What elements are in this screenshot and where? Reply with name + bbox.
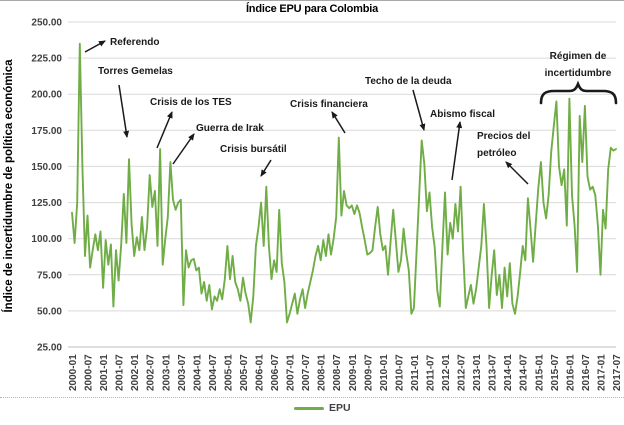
x-tick-label: 2002-01	[130, 354, 141, 391]
annotation-arrow	[172, 133, 195, 165]
x-tick-label: 2007-01	[286, 354, 297, 391]
x-tick-label: 2017-01	[597, 354, 608, 391]
x-tick-label: 2004-07	[208, 354, 219, 391]
x-tick-label: 2009-07	[363, 354, 374, 391]
x-tick-label: 2015-07	[550, 354, 561, 391]
annotations: Referendo Torres Gemelas Crisis de los TES…	[84, 37, 618, 185]
y-tick-labels: 250.00 225.00 200.00 175.00 150.00 125.00 100.…	[31, 18, 62, 354]
x-tick-label: 2015-01	[534, 354, 545, 391]
y-tick-label: 175.00	[31, 126, 62, 137]
annotation-label: Crisis financiera	[290, 99, 368, 110]
top-border-line	[0, 0, 624, 1]
annotation-label: Régimen de incertidumbre	[545, 51, 612, 79]
x-tick-label: 2013-01	[472, 354, 483, 391]
y-tick-label: 100.00	[31, 234, 62, 245]
legend-line-swatch	[294, 406, 324, 410]
x-tick-label: 2006-07	[270, 354, 281, 391]
x-tick-label: 2002-07	[146, 354, 157, 391]
x-tick-label: 2010-01	[379, 354, 390, 391]
x-tick-labels: 2000-01 2000-07 2001-01 2001-07 2002-01 2002-…	[68, 354, 623, 391]
x-tick-label: 2017-07	[612, 354, 623, 391]
x-tick-label: 2013-07	[488, 354, 499, 391]
x-tick-label: 2011-07	[426, 354, 437, 391]
chart-title: Índice EPU para Colombia	[245, 3, 379, 15]
x-tick-label: 2016-01	[565, 354, 576, 391]
x-tick-label: 2009-01	[348, 354, 359, 391]
x-tick-label: 2016-07	[581, 354, 592, 391]
x-tick-label: 2003-01	[161, 354, 172, 391]
annotation-label: Precios del petróleo	[477, 131, 531, 159]
x-tick-label: 2005-07	[239, 354, 250, 391]
annotation-arrow	[451, 121, 463, 181]
annotation-label: Abismo fiscal	[430, 109, 495, 120]
annotation-arrow	[84, 40, 106, 53]
legend: EPU	[294, 402, 351, 414]
annotation-label: Torres Gemelas	[98, 66, 173, 77]
bottom-border-line	[0, 397, 624, 398]
x-tick-label: 2011-01	[410, 354, 421, 391]
legend-label: EPU	[329, 402, 351, 414]
y-tick-label: 225.00	[31, 54, 62, 65]
annotation-label: Guerra de Irak	[196, 123, 264, 134]
x-tick-label: 2004-01	[192, 354, 203, 391]
uncertainty-regime-brace	[539, 80, 618, 105]
annotation-label: Referendo	[110, 37, 159, 48]
x-tick-label: 2008-01	[317, 354, 328, 391]
y-tick-label: 50.00	[37, 306, 62, 317]
annotation-arrow	[505, 161, 529, 185]
x-tick-label: 2001-01	[99, 354, 110, 391]
y-tick-label: 75.00	[37, 270, 62, 281]
annotation-arrow	[412, 89, 426, 131]
x-tick-label: 2005-01	[223, 354, 234, 391]
annotation-label: Crisis bursátil	[220, 144, 287, 155]
y-tick-label: 25.00	[37, 343, 62, 354]
epu-series-line	[71, 42, 617, 324]
annotation-arrow	[118, 84, 130, 138]
x-tick-label: 2012-01	[441, 354, 452, 391]
x-tick-label: 2014-07	[519, 354, 530, 391]
x-tick-label: 2001-07	[115, 354, 126, 391]
x-tick-label: 2000-07	[84, 354, 95, 391]
x-tick-label: 2012-07	[457, 354, 468, 391]
annotation-arrow	[260, 159, 272, 177]
annotation-label: Crisis de los TES	[150, 97, 232, 108]
x-tick-label: 2008-07	[332, 354, 343, 391]
annotation-arrow	[331, 111, 346, 134]
x-tick-label: 2003-07	[177, 354, 188, 391]
y-tick-label: 150.00	[31, 162, 62, 173]
annotation-label: Techo de la deuda	[365, 76, 452, 87]
x-tick-label: 2000-01	[68, 354, 79, 391]
x-tick-label: 2007-07	[301, 354, 312, 391]
y-tick-label: 200.00	[31, 90, 62, 101]
y-tick-label: 125.00	[31, 198, 62, 209]
x-tick-label: 2014-01	[503, 354, 514, 391]
y-tick-label: 250.00	[31, 18, 62, 29]
annotation-arrow	[156, 111, 173, 149]
x-tick-label: 2010-07	[394, 354, 405, 391]
x-tick-label: 2006-01	[255, 354, 266, 391]
